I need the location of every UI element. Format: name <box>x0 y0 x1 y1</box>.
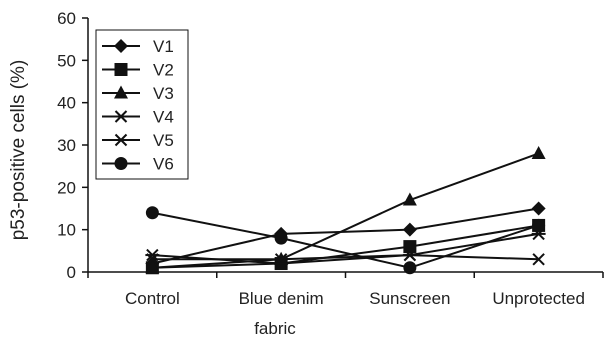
legend-item-v4: V4 <box>102 108 174 127</box>
plot-area: 0 10 20 30 40 50 60 Control Blue denim Sunscreen… <box>57 9 604 308</box>
data-point-v3 <box>145 260 160 274</box>
legend-label: V2 <box>153 61 174 80</box>
legend-items: V1 V2 V3 V4 V5 V6 <box>102 37 174 174</box>
y-axis-title: p53-positive cells (%) <box>8 60 29 241</box>
data-point-v4 <box>532 253 545 266</box>
legend: V1 V2 V3 V4 V5 V6 <box>95 29 189 180</box>
legend-item-v6: V6 <box>102 155 174 174</box>
y-tick-label: 10 <box>57 221 76 240</box>
legend-item-v1: V1 <box>102 37 174 56</box>
legend-label: V6 <box>153 155 174 174</box>
x-category-suffix: fabric <box>254 319 296 338</box>
y-tick-label: 50 <box>57 51 76 70</box>
x-tick-label: Sunscreen <box>369 289 450 308</box>
data-point-v2 <box>403 240 417 254</box>
series-lines <box>152 152 539 269</box>
y-tick-label: 0 <box>67 263 76 282</box>
legend-item-v3: V3 <box>102 84 174 103</box>
x-tick-label: Control <box>125 289 180 308</box>
legend-label: V4 <box>153 108 174 127</box>
legend-marker <box>114 133 128 147</box>
legend-marker <box>114 39 128 53</box>
x-ticks: Control Blue denim Sunscreen Unprotected <box>87 272 604 308</box>
legend-item-v5: V5 <box>102 131 174 150</box>
series-line-v5 <box>152 232 539 265</box>
legend-item-v2: V2 <box>102 61 174 80</box>
data-point-v6 <box>532 218 546 232</box>
data-point-v3 <box>531 145 546 159</box>
data-point-v5 <box>145 248 160 262</box>
legend-label: V1 <box>153 37 174 56</box>
series-line-v2 <box>152 224 539 269</box>
data-point-v1 <box>402 222 417 237</box>
series-line-v1 <box>152 207 539 265</box>
legend-marker <box>114 110 128 123</box>
data-point-v6 <box>145 206 159 220</box>
data-point-v1 <box>531 201 546 216</box>
y-tick-label: 60 <box>57 9 76 28</box>
y-tick-label: 30 <box>57 136 76 155</box>
legend-marker <box>114 85 128 99</box>
y-tick-label: 40 <box>57 94 76 113</box>
legend-box <box>95 29 189 180</box>
legend-marker <box>114 157 128 170</box>
legend-label: V5 <box>153 131 174 150</box>
x-tick-label: Blue denim <box>239 289 324 308</box>
series-markers <box>145 145 546 275</box>
y-ticks: 0 10 20 30 40 50 60 <box>57 9 88 282</box>
x-tick-label: Unprotected <box>492 289 585 308</box>
data-point-v5 <box>402 248 417 262</box>
series-line-v3 <box>152 152 539 269</box>
legend-marker <box>114 63 128 76</box>
data-point-v5 <box>274 257 289 270</box>
data-point-v6 <box>274 231 288 245</box>
series-line-v6 <box>152 211 539 269</box>
data-point-v6 <box>403 261 417 275</box>
y-tick-label: 20 <box>57 178 76 197</box>
legend-label: V3 <box>153 84 174 103</box>
data-point-v3 <box>402 192 417 206</box>
